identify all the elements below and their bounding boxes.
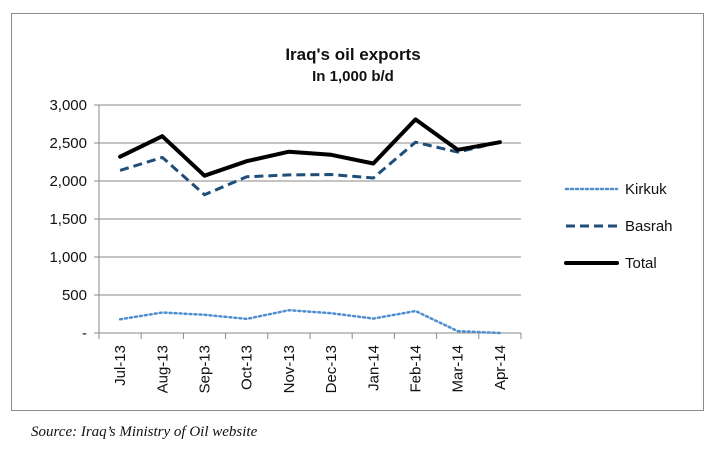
chart-title: Iraq's oil exports xyxy=(285,45,420,64)
legend-label-basrah: Basrah xyxy=(625,218,673,235)
y-tick-label: 1,000 xyxy=(49,249,87,266)
x-tick-label: Nov-13 xyxy=(281,345,298,393)
series-layer xyxy=(118,117,502,335)
source-note: Source: Iraq’s Ministry of Oil website xyxy=(31,424,258,440)
x-tick-label: Jul-13 xyxy=(112,345,129,386)
x-tick-label: Oct-13 xyxy=(239,345,256,390)
chart-frame: Iraq's oil exports In 1,000 b/d - 500 1,00… xyxy=(11,13,704,411)
x-tick-label: Mar-14 xyxy=(450,345,467,393)
x-tick-label: Apr-14 xyxy=(492,345,509,390)
legend: Kirkuk Basrah Total xyxy=(564,181,673,272)
series-line-kirkuk xyxy=(118,308,502,335)
legend-label-kirkuk: Kirkuk xyxy=(625,181,667,198)
y-tick-label: 1,500 xyxy=(49,211,87,228)
x-tick-label: Feb-14 xyxy=(408,345,425,393)
y-tick-label: 2,500 xyxy=(49,135,87,152)
x-tick-label: Sep-13 xyxy=(197,345,214,393)
chart-subtitle: In 1,000 b/d xyxy=(312,68,394,85)
x-tick-label: Dec-13 xyxy=(323,345,340,393)
y-tick-label: 3,000 xyxy=(49,97,87,114)
axis-layer: - 500 1,000 1,500 2,000 2,500 3,000 Jul-13 Aug-1… xyxy=(49,97,522,393)
x-tick-label: Jan-14 xyxy=(365,345,382,391)
x-tick-label: Aug-13 xyxy=(154,345,171,393)
y-tick-label: 2,000 xyxy=(49,173,87,190)
series-line-basrah xyxy=(119,140,501,197)
chart-svg: Iraq's oil exports In 1,000 b/d - 500 1,00… xyxy=(49,45,673,393)
grid-layer xyxy=(99,104,521,296)
legend-label-total: Total xyxy=(625,255,657,272)
series-line-total xyxy=(118,117,502,178)
y-tick-label: - xyxy=(82,325,87,342)
y-tick-label: 500 xyxy=(62,287,87,304)
